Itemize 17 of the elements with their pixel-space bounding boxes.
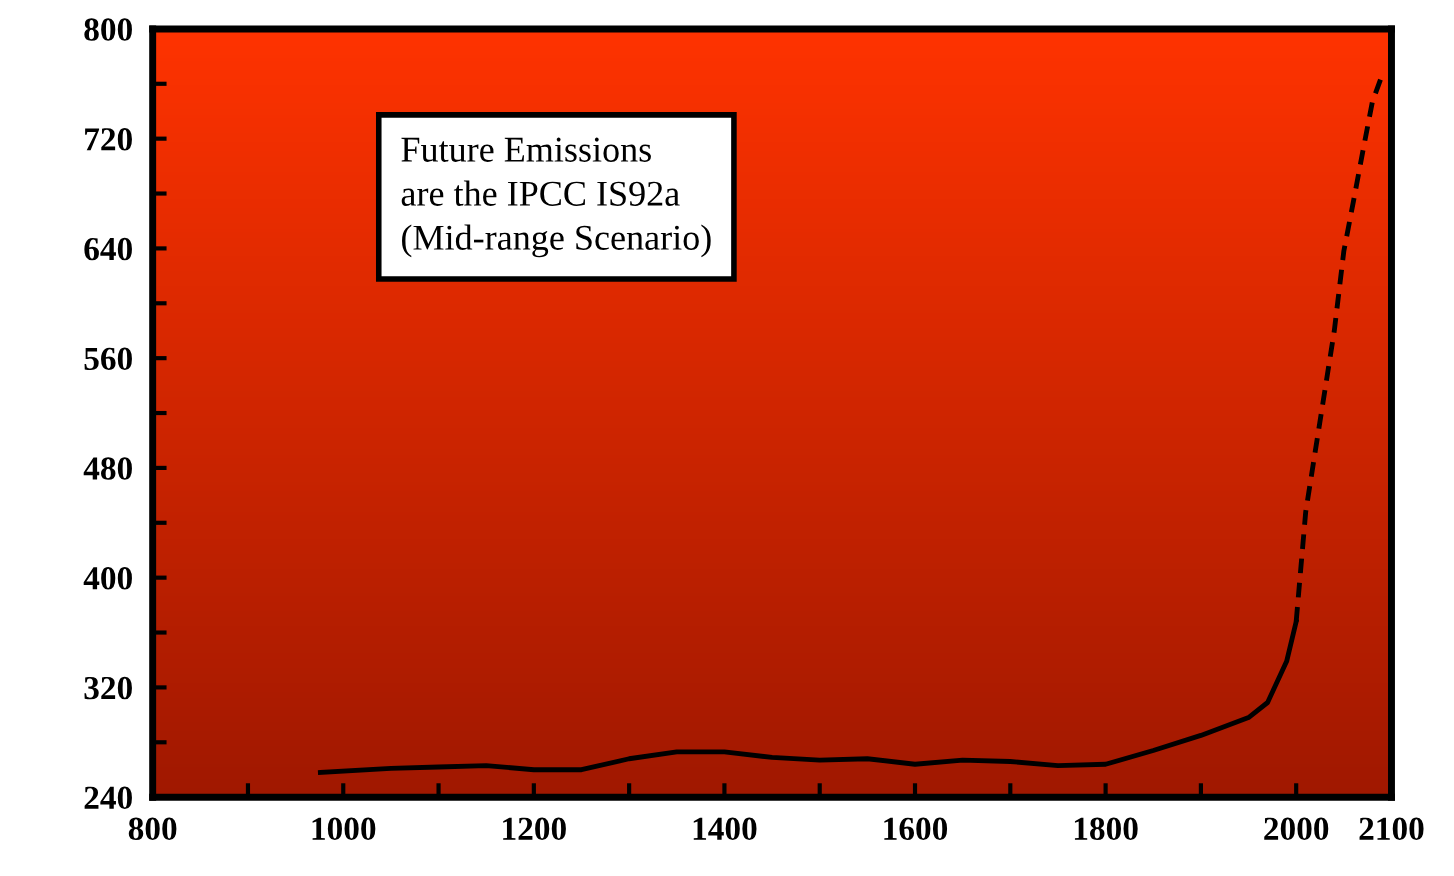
y-tick-label: 560 — [84, 347, 132, 371]
y-tick-label: 640 — [84, 237, 132, 261]
x-tick-label: 1200 — [503, 817, 566, 841]
y-tick-label: 800 — [84, 18, 132, 41]
x-tick-label: 2100 — [1359, 817, 1424, 841]
y-tick-label: 400 — [83, 567, 132, 590]
annotation: Future Emissions are the IPCC IS92a (Mid-range Scenario) — [401, 137, 711, 258]
y-tick-label: 720 — [85, 128, 132, 151]
x-tick-label: 800 — [128, 817, 177, 841]
x-tick-label: 1000 — [312, 817, 376, 841]
y-tick-label: 240 — [84, 786, 132, 810]
x-tick-label: 2000 — [1264, 817, 1329, 841]
x-tick-label: 1600 — [884, 817, 948, 841]
y-tick-label: 320 — [84, 676, 132, 700]
y-tick-label: 480 — [83, 457, 132, 480]
x-tick-label: 1400 — [693, 817, 757, 841]
x-tick-label: 1800 — [1074, 817, 1138, 841]
